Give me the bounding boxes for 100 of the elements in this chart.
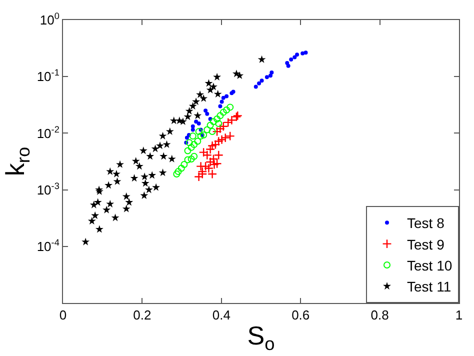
point xyxy=(151,144,160,152)
x-tick-label: 0.8 xyxy=(370,308,389,323)
point xyxy=(220,100,224,104)
point xyxy=(122,192,130,200)
point xyxy=(200,131,208,138)
point xyxy=(264,75,269,80)
point xyxy=(160,152,168,160)
point xyxy=(122,204,130,212)
point xyxy=(292,55,297,60)
point xyxy=(88,216,96,224)
point xyxy=(170,116,178,124)
point xyxy=(132,157,140,165)
point xyxy=(200,94,208,102)
legend-label: Test 8 xyxy=(407,215,445,232)
point xyxy=(194,111,202,120)
point xyxy=(196,122,201,126)
point xyxy=(207,140,218,151)
point xyxy=(173,170,180,178)
point xyxy=(106,200,114,208)
point xyxy=(209,82,218,90)
point xyxy=(135,162,144,170)
x-tick-label: 0 xyxy=(59,308,67,323)
x-tick-label: 0.4 xyxy=(212,308,230,323)
point xyxy=(270,70,274,75)
point xyxy=(295,52,300,57)
point xyxy=(218,122,228,132)
legend-label: Test 10 xyxy=(407,257,452,274)
point xyxy=(94,198,102,206)
point xyxy=(174,168,182,176)
point xyxy=(289,58,294,62)
point xyxy=(204,108,208,113)
point xyxy=(206,144,216,154)
point xyxy=(184,112,192,120)
point xyxy=(184,147,192,154)
point xyxy=(190,128,195,132)
point xyxy=(204,126,211,134)
point xyxy=(204,79,213,87)
point xyxy=(90,200,98,208)
point xyxy=(224,94,229,98)
point xyxy=(220,108,227,116)
point xyxy=(214,136,224,146)
y-tick-label: 10$^{-3}$ xyxy=(36,180,60,198)
point xyxy=(196,90,204,98)
point xyxy=(186,139,193,146)
x-tick-label: 0.6 xyxy=(292,308,310,323)
point xyxy=(194,172,204,182)
point xyxy=(148,171,156,179)
point xyxy=(254,84,258,89)
point xyxy=(209,160,220,170)
point xyxy=(216,112,224,120)
point xyxy=(190,124,195,128)
point xyxy=(102,206,111,214)
point xyxy=(152,183,160,191)
point xyxy=(198,169,208,179)
point xyxy=(188,156,195,163)
point xyxy=(189,132,196,140)
point xyxy=(95,225,104,233)
point xyxy=(166,127,174,135)
point xyxy=(226,115,236,125)
point xyxy=(192,98,200,106)
point xyxy=(208,128,216,136)
y-tick-label: 10$^{-1}$ xyxy=(36,68,60,84)
point xyxy=(178,164,185,172)
point xyxy=(82,238,90,246)
point xyxy=(210,140,220,150)
x-tick-label: 0.2 xyxy=(133,308,152,323)
point xyxy=(185,106,194,115)
point xyxy=(158,132,167,140)
point xyxy=(286,64,290,68)
point xyxy=(91,211,100,220)
y-tick-label: 10$^{0}$ xyxy=(40,11,60,28)
point xyxy=(214,90,222,98)
point xyxy=(188,102,197,110)
y-tick-label: 10$^{-2}$ xyxy=(36,124,60,141)
point xyxy=(112,170,120,178)
point xyxy=(106,167,114,175)
point xyxy=(198,147,208,158)
point xyxy=(184,156,192,164)
point xyxy=(180,160,188,168)
point xyxy=(215,120,222,128)
point xyxy=(139,146,148,154)
point xyxy=(111,214,120,222)
point xyxy=(168,154,176,162)
point xyxy=(225,131,235,141)
point xyxy=(190,152,198,160)
point xyxy=(184,136,189,140)
point xyxy=(217,134,227,144)
point xyxy=(140,191,148,199)
point xyxy=(223,118,233,128)
point xyxy=(146,152,154,160)
point xyxy=(194,120,198,124)
point xyxy=(104,181,113,189)
x-axis-title: S$_{o}$ xyxy=(247,320,275,354)
point xyxy=(206,86,214,94)
point xyxy=(130,174,138,182)
point xyxy=(221,96,226,100)
point xyxy=(125,198,134,206)
point xyxy=(194,138,202,145)
point xyxy=(206,122,214,129)
point xyxy=(190,141,198,148)
